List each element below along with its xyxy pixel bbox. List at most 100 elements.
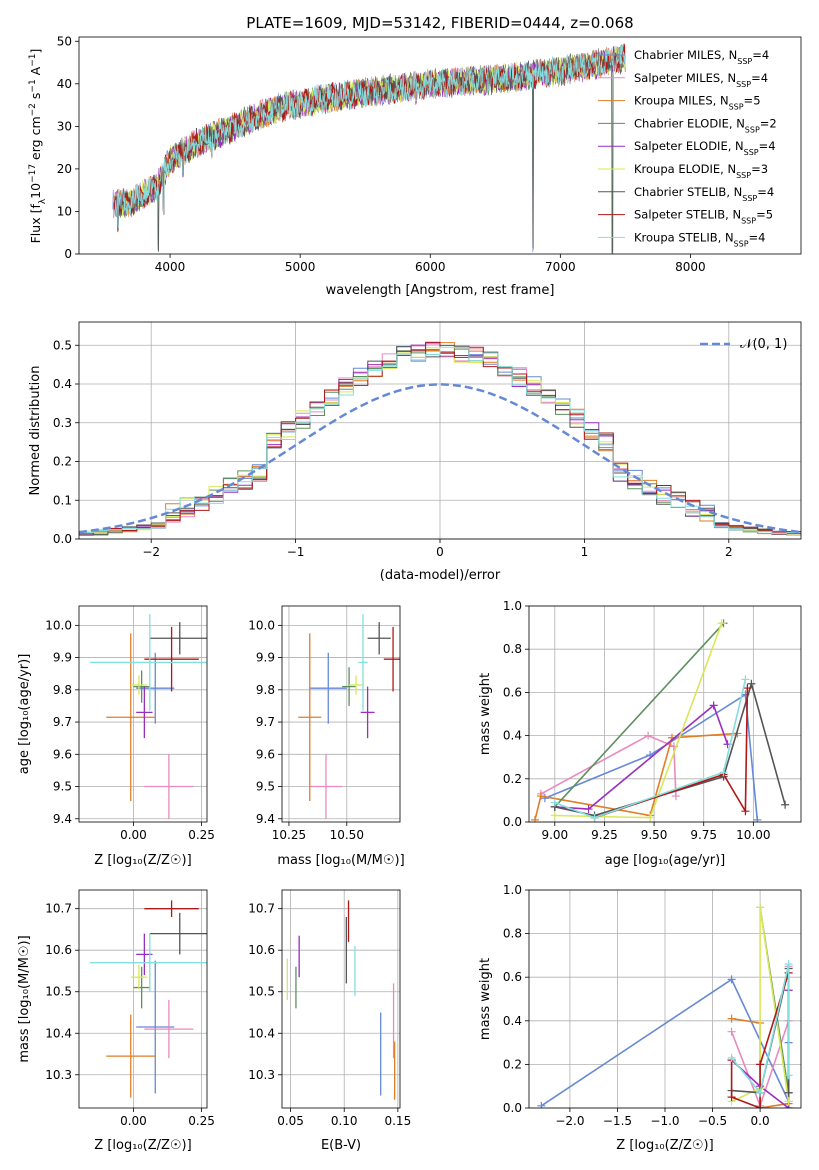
errorbar-point xyxy=(342,667,357,706)
x-tick-label: 4000 xyxy=(155,260,186,274)
x-tick-label: 10.00 xyxy=(736,828,770,842)
weight-point-marker xyxy=(550,811,559,820)
legend-sub: SSP xyxy=(734,239,749,248)
x-axis-label: mass [log₁₀(M/M☉)] xyxy=(277,853,404,868)
legend-eq: = xyxy=(752,48,762,62)
weight-series xyxy=(550,675,750,822)
y-tick-label: 0.8 xyxy=(503,927,522,941)
errorbar-point xyxy=(144,900,199,917)
errorbar-point xyxy=(367,622,391,655)
legend-n: N xyxy=(729,48,738,62)
plot-area xyxy=(298,614,400,819)
plot-area xyxy=(89,614,207,819)
legend-sep: , xyxy=(721,48,728,62)
legend-series-name: Chabrier STELIB xyxy=(634,185,726,199)
legend-nssp: 3 xyxy=(761,162,768,176)
legend-series-name: Kroupa MILES xyxy=(634,94,713,108)
legend-label: Kroupa STELIB, NSSP=4 xyxy=(634,230,766,248)
legend-eq: = xyxy=(757,185,767,199)
weight-point-marker xyxy=(781,800,790,809)
legend-label: 𝒩(0, 1) xyxy=(740,337,787,352)
weight-point-marker xyxy=(671,792,680,801)
y-axis-label-part: erg cm xyxy=(28,116,43,164)
x-tick-label: 0.00 xyxy=(120,1114,147,1128)
legend-label: Kroupa MILES, NSSP=5 xyxy=(634,94,761,112)
x-axis-label: age [log₁₀(age/yr)] xyxy=(605,853,726,868)
errorbar-point xyxy=(358,614,368,711)
legend-series-name: Kroupa ELODIE xyxy=(634,162,720,176)
y-tick-label: 50 xyxy=(57,34,72,48)
x-tick-label: −0.5 xyxy=(698,1114,727,1128)
errorbar-point xyxy=(383,626,400,692)
weight-point-marker xyxy=(717,619,726,628)
x-tick-label: 9.75 xyxy=(690,828,717,842)
x-axis-label: wavelength [Angstrom, rest frame] xyxy=(326,283,555,298)
errorbar-point xyxy=(149,912,207,955)
legend-n: N xyxy=(720,94,729,108)
x-tick-label: 2 xyxy=(725,545,733,559)
y-tick-label: 0.4 xyxy=(503,1014,522,1028)
legend-label: Chabrier MILES, NSSP=4 xyxy=(634,48,769,66)
weight-point-marker xyxy=(727,1014,736,1023)
y-tick-label: 0 xyxy=(64,247,72,261)
panel-mass_vs_EBV: 0.05 0.10 0.15 10.3 10.4 10.5 10.6 10.7 E(B-V) xyxy=(248,889,411,1153)
legend-series-name: Salpeter STELIB xyxy=(634,208,725,222)
x-tick-label: −1.5 xyxy=(603,1114,632,1128)
weight-series xyxy=(550,701,732,814)
legend-sub: SSP xyxy=(737,57,752,66)
y-tick-label: 9.4 xyxy=(256,812,275,826)
legend-sub: SSP xyxy=(736,79,751,88)
y-tick-label: 9.5 xyxy=(53,780,72,794)
y-tick-label: 0.0 xyxy=(503,815,522,829)
y-axis-label: Normed distribution xyxy=(28,366,43,496)
legend-label: Salpeter ELODIE, NSSP=4 xyxy=(634,139,776,157)
spectrum-series-line xyxy=(114,44,626,229)
weight-point-marker xyxy=(743,684,752,693)
x-tick-label: 0.15 xyxy=(384,1114,411,1128)
panel-weight_vs_age: 9.00 9.25 9.50 9.75 10.00 0.0 0.2 0.4 0.6 0.8 1.0 a… xyxy=(478,599,802,868)
y-tick-label: 0.5 xyxy=(53,338,72,352)
legend-nssp: 5 xyxy=(766,208,773,222)
legend-label: Kroupa ELODIE, NSSP=3 xyxy=(634,162,768,180)
panel-spectrum: 4000 5000 6000 7000 8000 0 10 20 30 40 50 PLATE=160… xyxy=(28,14,802,298)
y-tick-label: 0.2 xyxy=(503,1057,522,1071)
y-tick-label: 0.3 xyxy=(53,416,72,430)
axes-frame xyxy=(528,889,802,1109)
y-tick-label: 9.6 xyxy=(256,747,275,761)
weight-series-line xyxy=(731,907,790,1103)
x-axis-label: E(B-V) xyxy=(321,1138,361,1153)
plot-area xyxy=(530,619,790,822)
plot-area xyxy=(537,903,793,1108)
errorbar-point xyxy=(106,633,156,802)
y-tick-label: 10.4 xyxy=(248,1026,275,1040)
x-tick-label: 10.50 xyxy=(330,828,364,842)
legend-sep: , xyxy=(729,116,736,130)
y-tick-label: 10.7 xyxy=(248,902,275,916)
y-axis-label: mass weight xyxy=(478,673,493,755)
y-tick-label: 10 xyxy=(57,204,72,218)
weight-point-marker xyxy=(550,798,559,807)
y-tick-label: 10.6 xyxy=(248,943,275,957)
x-axis-label: Z [log₁₀(Z/Z☉)] xyxy=(94,1138,191,1153)
legend-eq: = xyxy=(756,208,766,222)
weight-series-line xyxy=(594,688,749,819)
y-tick-label: 9.9 xyxy=(256,651,275,665)
legend-nssp: 4 xyxy=(768,139,775,153)
plot-area xyxy=(89,900,207,1098)
weight-point-marker xyxy=(709,701,718,710)
x-tick-label: 0 xyxy=(436,545,444,559)
legend-nssp: 4 xyxy=(767,185,774,199)
weight-point-marker xyxy=(540,794,549,803)
legend-sub: SSP xyxy=(742,193,757,202)
legend-sub: SSP xyxy=(736,171,751,180)
plot-area xyxy=(79,341,801,536)
weight-series-line xyxy=(540,734,677,797)
y-tick-label: 9.8 xyxy=(53,683,72,697)
x-axis-label: Z [log₁₀(Z/Z☉)] xyxy=(616,1138,713,1153)
y-tick-label: 10.7 xyxy=(45,902,72,916)
legend-sub: SSP xyxy=(744,148,759,157)
weight-point-marker xyxy=(784,1088,793,1097)
x-tick-label: 9.50 xyxy=(641,828,668,842)
x-axis-label: Z [log₁₀(Z/Z☉)] xyxy=(94,853,191,868)
histogram-series xyxy=(79,346,801,535)
